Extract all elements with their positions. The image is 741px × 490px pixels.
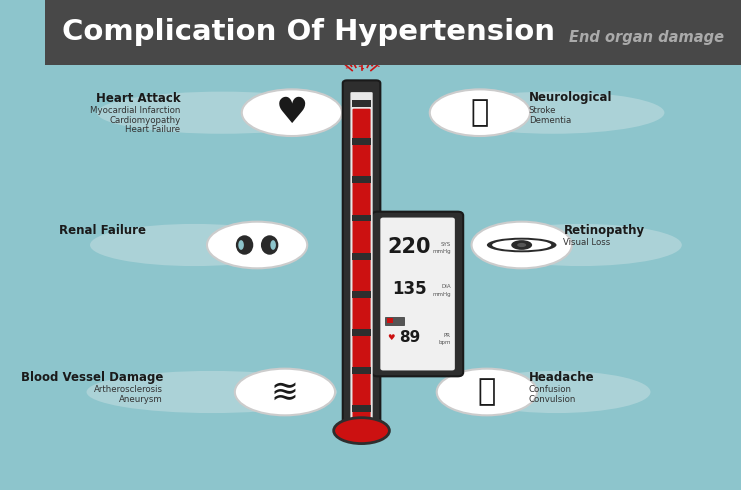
Text: Artherosclerosis: Artherosclerosis [94,385,163,394]
Ellipse shape [337,39,348,44]
Ellipse shape [442,92,665,134]
Ellipse shape [261,235,279,255]
Ellipse shape [325,36,333,40]
Text: DIA: DIA [441,284,451,290]
Ellipse shape [430,89,530,136]
Ellipse shape [235,368,335,416]
FancyBboxPatch shape [353,253,370,260]
FancyBboxPatch shape [353,215,370,221]
Text: Blood Vessel Damage: Blood Vessel Damage [21,371,163,384]
Text: Aneurysm: Aneurysm [119,395,163,404]
Ellipse shape [462,371,651,413]
Text: Heart Attack: Heart Attack [96,92,181,104]
Ellipse shape [354,48,369,55]
Ellipse shape [207,221,308,269]
Text: Cardiomyopathy: Cardiomyopathy [109,116,181,124]
FancyBboxPatch shape [380,218,455,370]
Text: 135: 135 [392,280,427,298]
Text: Confusion: Confusion [528,385,571,394]
FancyBboxPatch shape [353,100,370,107]
Text: Dementia: Dementia [528,116,571,124]
Text: 🧠: 🧠 [471,98,489,127]
Ellipse shape [90,224,299,266]
Ellipse shape [97,92,348,134]
Text: Retinopathy: Retinopathy [563,224,645,237]
Ellipse shape [87,371,337,413]
Ellipse shape [378,66,380,67]
Ellipse shape [492,240,551,250]
FancyBboxPatch shape [385,317,404,325]
Text: Visual Loss: Visual Loss [563,238,611,247]
Text: Renal Failure: Renal Failure [59,224,146,237]
Ellipse shape [471,221,572,269]
Ellipse shape [270,240,276,250]
FancyBboxPatch shape [372,212,463,376]
FancyBboxPatch shape [353,109,370,433]
Text: Stroke: Stroke [528,106,556,115]
Ellipse shape [242,89,342,136]
Text: Myocardial Infarction: Myocardial Infarction [90,106,181,115]
FancyBboxPatch shape [353,138,370,145]
Text: ≋: ≋ [271,375,299,409]
Text: 💀: 💀 [478,377,496,407]
Ellipse shape [487,238,556,252]
Text: 89: 89 [399,330,420,345]
FancyBboxPatch shape [343,80,380,438]
Text: bpm: bpm [438,340,451,345]
FancyBboxPatch shape [353,368,370,374]
Ellipse shape [392,34,401,38]
Text: Heart Failure: Heart Failure [125,125,181,134]
FancyBboxPatch shape [353,291,370,298]
Ellipse shape [376,39,386,44]
FancyBboxPatch shape [353,176,370,183]
Text: Headache: Headache [528,371,594,384]
FancyBboxPatch shape [44,0,741,65]
Ellipse shape [333,417,389,443]
Text: Convulsion: Convulsion [528,395,576,404]
FancyBboxPatch shape [353,329,370,336]
Ellipse shape [345,24,352,27]
Ellipse shape [362,68,364,69]
Ellipse shape [346,68,348,69]
Ellipse shape [239,240,244,250]
Text: Complication Of Hypertension: Complication Of Hypertension [62,18,555,47]
Ellipse shape [372,21,379,24]
FancyBboxPatch shape [387,318,393,323]
Ellipse shape [436,368,537,416]
Ellipse shape [359,66,362,67]
Ellipse shape [327,50,333,53]
FancyBboxPatch shape [353,406,370,413]
Text: End organ damage: End organ damage [568,30,724,45]
Ellipse shape [236,235,253,255]
Text: Neurological: Neurological [528,92,612,104]
FancyBboxPatch shape [350,92,373,426]
Ellipse shape [390,50,396,53]
Text: ♥: ♥ [388,333,395,343]
Text: mmHg: mmHg [432,249,451,254]
Ellipse shape [480,224,682,266]
Ellipse shape [517,243,526,247]
Text: mmHg: mmHg [432,292,451,297]
Ellipse shape [511,240,532,250]
Text: SYS: SYS [440,242,451,247]
Text: PR: PR [444,333,451,338]
Text: ♥: ♥ [276,96,308,130]
Text: 220: 220 [388,237,431,257]
